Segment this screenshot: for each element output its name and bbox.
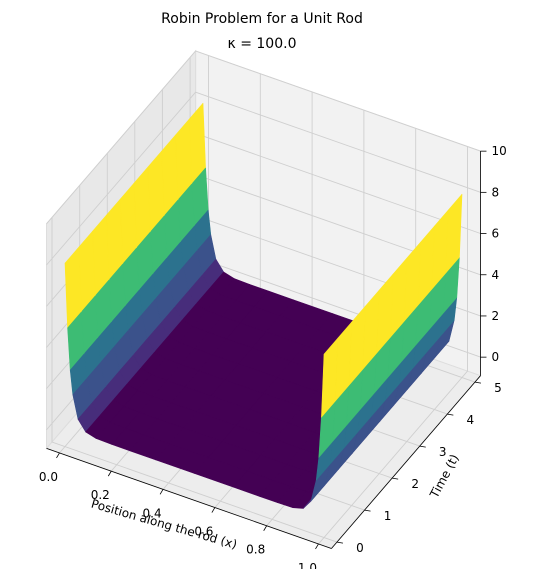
x-axis-line [46, 448, 332, 549]
grid-line-z [46, 50, 481, 225]
grid-line-z [46, 91, 481, 266]
t-tick-label: 5 [494, 381, 502, 395]
t-tick-label: 1 [384, 509, 392, 523]
z-tick-label: 4 [491, 268, 499, 282]
y-axis-label: Time (t) [427, 452, 462, 501]
x-tick-label: 0.0 [39, 470, 58, 484]
z-tick-label: 8 [491, 185, 499, 199]
z-tick-label: 2 [491, 309, 499, 323]
x-tick-mark [263, 525, 268, 531]
t-tick-label: 4 [467, 413, 475, 427]
t-tick-mark [336, 541, 344, 544]
x-tick-label: 0.2 [91, 488, 110, 502]
x-tick-mark [211, 507, 216, 513]
chart-title: Robin Problem for a Unit Rod [161, 11, 363, 27]
x-tick-label: 0.8 [246, 543, 265, 557]
t-axis-line [331, 375, 481, 549]
z-tick-label: 10 [491, 144, 506, 158]
grid-line-t [51, 217, 338, 543]
grid-line-x [318, 146, 468, 545]
t-tick-mark [419, 445, 426, 448]
x-tick-mark [159, 489, 164, 495]
tick-labels: 0.0 0.2 0.4 0.6 0.8 1.0 0 1 2 3 4 5 0 2 4 6 8 10 [39, 144, 507, 569]
x-tick-label: 0.6 [194, 525, 213, 539]
axis-lines [46, 151, 481, 549]
x-tick-mark [56, 452, 60, 459]
t-tick-label: 3 [439, 445, 447, 459]
x-tick-label: 0.4 [143, 506, 162, 520]
t-tick-mark [474, 381, 482, 384]
x-tick-mark [107, 470, 112, 477]
x-tick-mark [315, 543, 319, 550]
t-tick-label: 0 [356, 541, 364, 555]
surface-patch [321, 337, 339, 418]
t-tick-mark [364, 509, 371, 512]
t-tick-label: 2 [411, 477, 419, 491]
t-tick-mark [447, 413, 454, 416]
z-tick-label: 6 [491, 227, 499, 241]
z-tick-label: 0 [491, 350, 499, 364]
x-tick-label: 1.0 [298, 561, 317, 569]
surface-plot [64, 102, 463, 509]
chart-subtitle: κ = 100.0 [228, 36, 297, 52]
t-tick-mark [392, 477, 399, 480]
